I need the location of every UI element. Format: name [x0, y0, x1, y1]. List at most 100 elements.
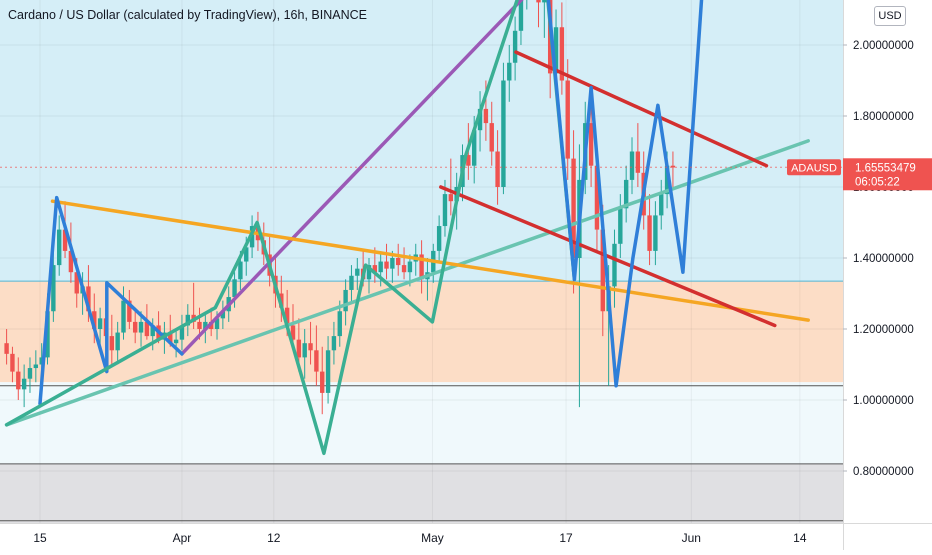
candle-body — [320, 371, 325, 393]
candle-body — [384, 261, 389, 269]
candle-body — [396, 258, 401, 266]
candle-body — [565, 80, 570, 159]
candle-body — [290, 325, 296, 340]
trend-line-orange — [50, 199, 810, 322]
candle-body — [571, 158, 576, 258]
candle-body — [97, 318, 103, 329]
candle-body — [559, 27, 565, 81]
zone-orange — [0, 281, 843, 383]
candle-body — [629, 151, 635, 180]
y-tick-label: 1.80000000 — [853, 111, 914, 123]
candle-body — [214, 318, 220, 329]
x-tick-label: 15 — [33, 531, 47, 545]
time-axis-bg — [0, 523, 932, 550]
candle-body — [343, 289, 348, 312]
candle-body — [121, 300, 126, 333]
chart-title: Cardano / US Dollar (calculated by Tradi… — [8, 8, 367, 22]
candle-body — [495, 151, 500, 187]
candle-body — [138, 321, 144, 333]
candle-body — [653, 215, 658, 251]
candle-body — [86, 286, 91, 312]
candle-body — [51, 265, 56, 312]
zone-white — [0, 382, 843, 464]
zone-blue — [0, 0, 843, 282]
candle-body — [349, 275, 354, 290]
candle-body — [542, 0, 547, 3]
candle-body — [659, 194, 664, 216]
candle-body — [664, 165, 670, 195]
last-price-badge-bg — [843, 158, 932, 191]
candle-body — [4, 343, 9, 354]
candle-body — [284, 307, 290, 326]
y-tick-label: 1.40000000 — [853, 253, 914, 265]
candle-body — [401, 265, 407, 273]
candle-body — [314, 350, 319, 372]
candle-body — [302, 343, 307, 358]
candle-body — [612, 243, 617, 287]
candle-body — [448, 194, 454, 202]
candle-body — [115, 332, 120, 351]
x-tick-label: Jun — [682, 531, 701, 545]
candle-body — [331, 336, 337, 351]
y-tick-label: 2.00000000 — [853, 40, 914, 52]
candle-body — [501, 80, 506, 187]
candle-body — [594, 165, 600, 230]
trend-line-red — [439, 185, 777, 328]
candle-body — [62, 229, 68, 251]
candle-body — [244, 247, 249, 262]
x-tick-label: 12 — [267, 531, 281, 545]
x-tick-label: May — [421, 531, 444, 545]
candle-body — [618, 208, 623, 244]
candle-body — [16, 371, 21, 390]
currency-button[interactable]: USD — [874, 6, 906, 26]
candle-body — [27, 368, 33, 379]
y-tick-label: 1.20000000 — [853, 324, 914, 336]
candle-body — [647, 215, 652, 251]
candle-body — [325, 350, 331, 393]
candle-body — [68, 250, 74, 273]
candle-body — [355, 268, 360, 276]
x-tick-label: 14 — [793, 531, 807, 545]
candle-body — [466, 155, 471, 166]
countdown-label: 06:05:22 — [855, 176, 900, 188]
candle-body — [553, 27, 559, 74]
candle-body — [483, 108, 489, 124]
candle-body — [390, 258, 395, 269]
last-price-label: 1.65553479 — [855, 162, 916, 174]
trend-line-purple — [180, 0, 524, 356]
candle-body — [337, 311, 342, 337]
zone-gray — [0, 463, 843, 523]
candle-body — [536, 0, 541, 3]
candle-body — [372, 265, 378, 273]
trend-line-teal — [4, 139, 810, 427]
candle-body — [623, 179, 629, 209]
candle-body — [203, 321, 208, 329]
candle-body — [127, 300, 132, 322]
candle-body — [635, 151, 641, 173]
candle-body — [419, 254, 424, 280]
pattern-green_pattern — [4, 0, 577, 456]
candle-body — [232, 279, 237, 298]
candle-body — [472, 130, 477, 166]
price-axis-bg — [843, 0, 932, 550]
y-tick-label: 0.80000000 — [853, 466, 914, 478]
candle-body — [45, 311, 50, 358]
candle-body — [150, 325, 155, 337]
candle-body — [179, 325, 185, 340]
candle-body — [512, 30, 518, 63]
candle-body — [220, 311, 226, 319]
candle-body — [308, 343, 313, 351]
candle-body — [92, 311, 97, 329]
candle-body — [366, 265, 372, 280]
candle-body — [670, 165, 676, 168]
candle-body — [197, 321, 202, 329]
candle-body — [144, 321, 150, 337]
candle-body — [173, 339, 179, 344]
candle-body — [489, 123, 494, 152]
candle-body — [407, 261, 413, 273]
pattern-blue — [38, 195, 184, 406]
candle-body — [132, 321, 138, 333]
candle-body — [168, 332, 173, 344]
